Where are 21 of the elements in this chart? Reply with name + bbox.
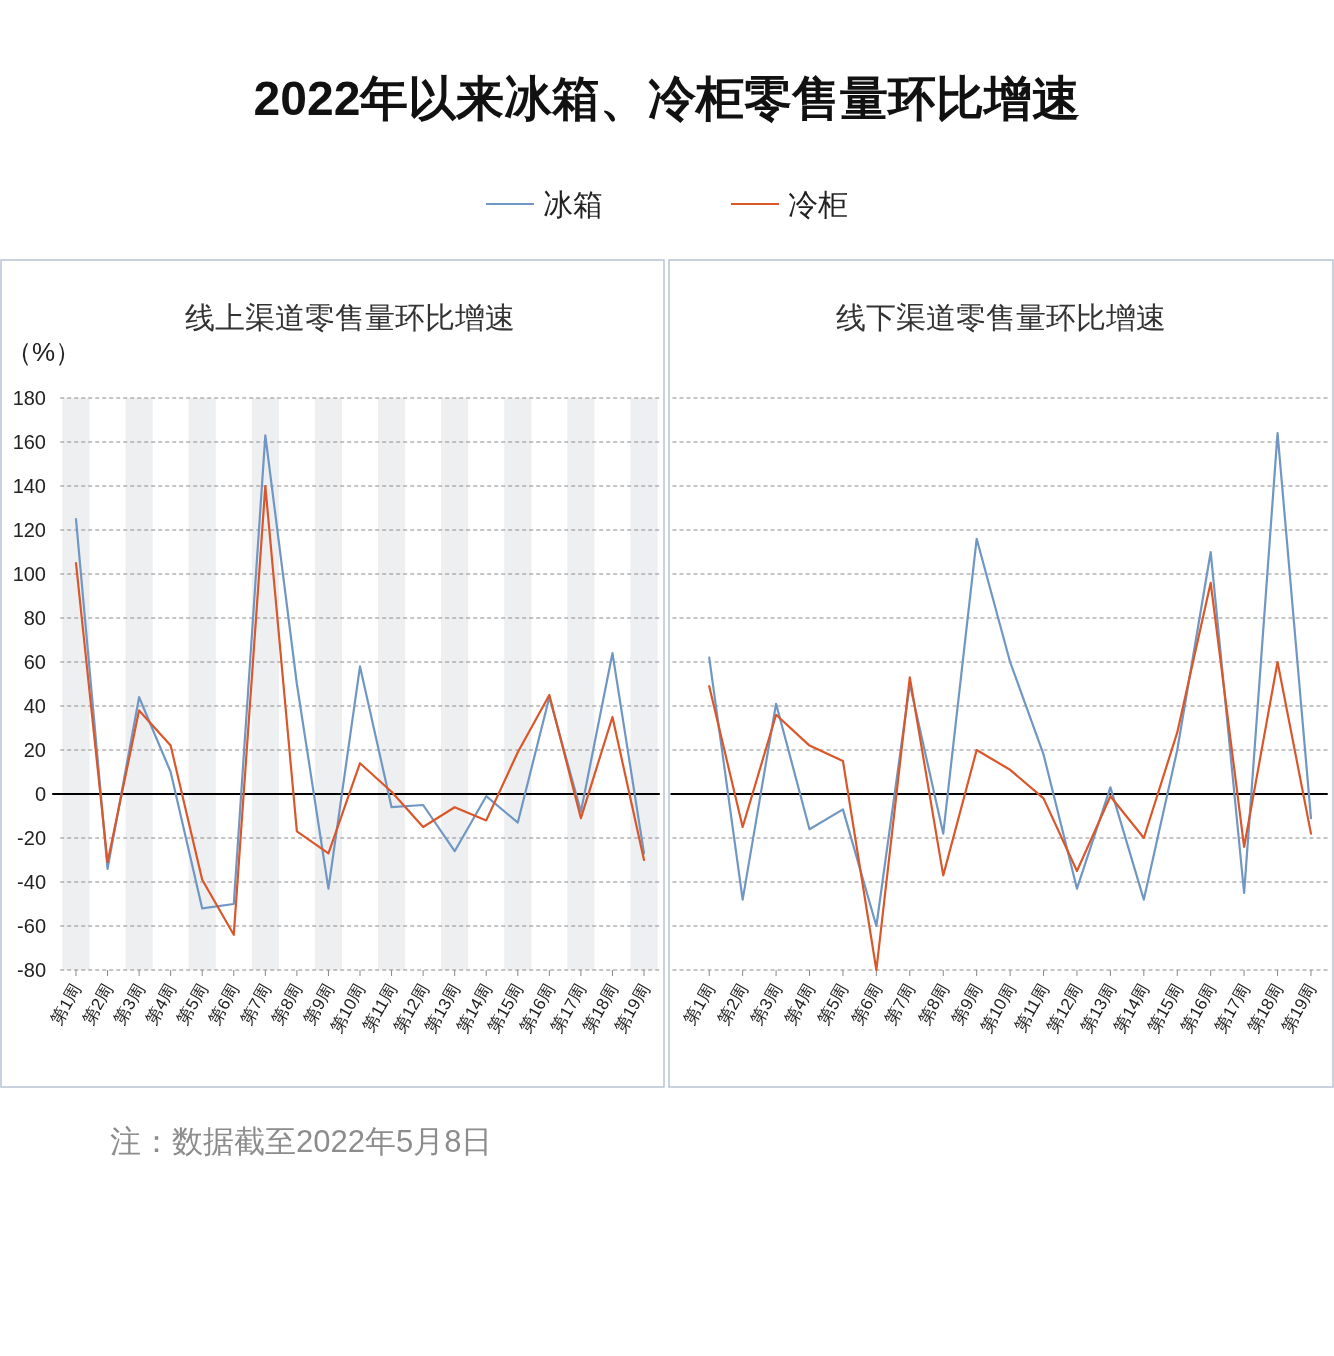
y-tick-label: -20 [17,827,46,849]
chart-subtitle: 线上渠道零售量环比增速 [185,301,515,334]
legend-label: 冰箱 [543,188,603,221]
y-tick-label: 180 [12,387,46,409]
legend-label: 冷柜 [788,188,848,221]
y-axis-title: （%） [6,337,82,367]
y-tick-label: -60 [17,915,46,937]
chart-subtitle: 线下渠道零售量环比增速 [836,301,1166,334]
y-tick-label: -40 [17,871,46,893]
y-tick-label: 100 [12,563,46,585]
y-tick-label: 80 [23,607,46,629]
y-tick-label: 60 [23,651,46,673]
y-tick-label: -80 [17,959,46,981]
y-tick-label: 20 [23,739,46,761]
chart-title: 2022年以来冰箱、冷柜零售量环比增速 [253,72,1081,125]
y-tick-label: 0 [34,783,46,805]
y-tick-label: 120 [12,519,46,541]
y-tick-label: 40 [23,695,46,717]
text: 注：数据截至2022年5月8日 [110,1124,493,1159]
y-tick-label: 160 [12,431,46,453]
y-tick-label: 140 [12,475,46,497]
